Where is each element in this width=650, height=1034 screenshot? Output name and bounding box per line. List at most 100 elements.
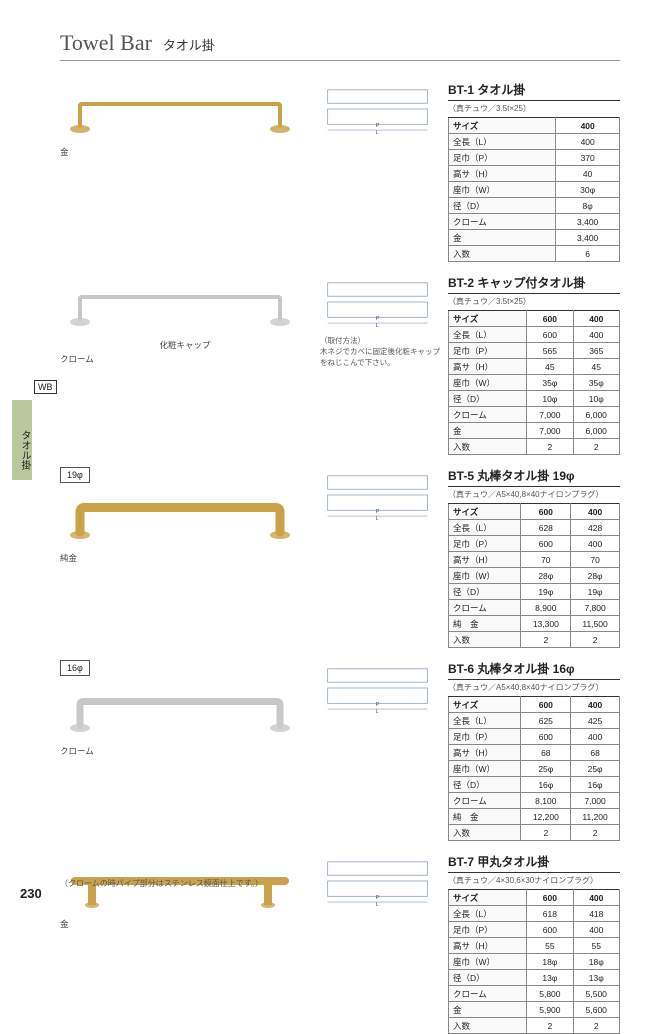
- table-cell: 高サ（H）: [449, 938, 527, 954]
- spec-table: サイズ600400全長（L）625425足巾（P）600400高サ（H）6868…: [448, 696, 620, 841]
- table-cell: 高サ（H）: [449, 166, 556, 182]
- bar-icon: [60, 81, 310, 144]
- price-cell: クローム: [449, 407, 527, 423]
- product-title: BT-1 タオル掛: [448, 81, 620, 101]
- dimension-diagram: L P: [320, 467, 440, 524]
- spec-column: L P BT-7 甲丸タオル掛（真チュウ／4×30,6×30ナイロンプラグ）サイ…: [320, 853, 620, 1034]
- table-cell: 径（D）: [449, 198, 556, 214]
- spec-table: サイズ400全長（L）400足巾（P）370高サ（H）40座巾（W）30φ径（D…: [448, 117, 620, 262]
- product-row: 16φ クローム L P BT-6 丸棒タオル掛 16φ （真チュウ／A5×40,…: [60, 660, 620, 841]
- footnote: （クロームの時パイプ部分はステンレス鏡面仕上です。）: [60, 878, 263, 889]
- product-illustration: 金: [60, 81, 320, 158]
- price-cell: 金: [449, 230, 556, 246]
- qty-cell: 2: [521, 632, 571, 648]
- table-cell: 16φ: [571, 777, 620, 793]
- price-cell: 6,000: [573, 423, 619, 439]
- qty-cell: 入数: [449, 632, 521, 648]
- product-illustration: 金: [60, 853, 320, 930]
- diameter-label: 16φ: [60, 660, 90, 676]
- qty-cell: 2: [527, 439, 573, 455]
- table-cell: 13φ: [573, 970, 619, 986]
- table-cell: 高サ（H）: [449, 359, 527, 375]
- table-header: サイズ: [449, 311, 527, 327]
- table-header: 600: [527, 311, 573, 327]
- table-cell: 高サ（H）: [449, 745, 521, 761]
- product-title: BT-6 丸棒タオル掛 16φ: [448, 660, 620, 680]
- product-illustration: 16φ クローム: [60, 660, 320, 757]
- spec-block: BT-7 甲丸タオル掛（真チュウ／4×30,6×30ナイロンプラグ）サイズ600…: [448, 853, 620, 1034]
- product-illustration: 19φ 純金: [60, 467, 320, 564]
- product-subtitle: （真チュウ／4×30,6×30ナイロンプラグ）: [448, 875, 620, 886]
- table-header: サイズ: [449, 697, 521, 713]
- qty-cell: 2: [521, 825, 571, 841]
- table-cell: 400: [573, 922, 619, 938]
- table-cell: 400: [571, 536, 620, 552]
- table-cell: 400: [573, 327, 619, 343]
- qty-cell: 2: [573, 439, 619, 455]
- table-cell: 足巾（P）: [449, 536, 521, 552]
- table-cell: 55: [573, 938, 619, 954]
- table-header: 400: [573, 890, 619, 906]
- svg-text:P: P: [376, 895, 380, 901]
- table-header: サイズ: [449, 118, 556, 134]
- finish-caption: 金: [60, 918, 310, 930]
- table-cell: 高サ（H）: [449, 552, 521, 568]
- dimension-diagram: L P: [320, 853, 440, 910]
- bar-icon: [60, 487, 310, 550]
- table-cell: 55: [527, 938, 573, 954]
- price-cell: 13,300: [521, 616, 571, 632]
- table-cell: 25φ: [571, 761, 620, 777]
- spec-column: L P BT-1 タオル掛（真チュウ／3.5t×25）サイズ400全長（L）40…: [320, 81, 620, 262]
- table-cell: 座巾（W）: [449, 182, 556, 198]
- spec-block: BT-1 タオル掛（真チュウ／3.5t×25）サイズ400全長（L）400足巾（…: [448, 81, 620, 262]
- price-cell: 8,100: [521, 793, 571, 809]
- table-header: 400: [573, 311, 619, 327]
- spec-column: L P （取付方法） 木ネジでカベに固定後化粧キャップをねじこんで下さい。BT-…: [320, 274, 620, 455]
- table-cell: 425: [571, 713, 620, 729]
- table-cell: 径（D）: [449, 777, 521, 793]
- price-cell: 金: [449, 1002, 527, 1018]
- table-cell: 600: [527, 922, 573, 938]
- qty-cell: 2: [571, 825, 620, 841]
- side-tab: タオル掛: [12, 400, 32, 480]
- price-cell: 7,800: [571, 600, 620, 616]
- price-cell: 純 金: [449, 809, 521, 825]
- spec-column: L P BT-6 丸棒タオル掛 16φ （真チュウ／A5×40,8×40ナイロンプ…: [320, 660, 620, 841]
- product-subtitle: （真チュウ／A5×40,8×40ナイロンプラグ）: [448, 682, 620, 693]
- table-cell: 400: [556, 134, 620, 150]
- page-number: 230: [20, 886, 42, 901]
- price-cell: 純 金: [449, 616, 521, 632]
- price-cell: 7,000: [571, 793, 620, 809]
- table-cell: 625: [521, 713, 571, 729]
- table-cell: 全長（L）: [449, 520, 521, 536]
- page-header: Towel Bar タオル掛: [60, 30, 620, 61]
- qty-cell: 2: [571, 632, 620, 648]
- table-cell: 10φ: [527, 391, 573, 407]
- finish-caption: クローム: [60, 353, 310, 365]
- table-cell: 418: [573, 906, 619, 922]
- svg-text:L: L: [376, 130, 379, 136]
- price-cell: 5,600: [573, 1002, 619, 1018]
- table-cell: 18φ: [527, 954, 573, 970]
- spec-block: BT-6 丸棒タオル掛 16φ （真チュウ／A5×40,8×40ナイロンプラグ） サ…: [448, 660, 620, 841]
- header-jp: タオル掛: [163, 38, 215, 53]
- table-cell: 40: [556, 166, 620, 182]
- price-cell: クローム: [449, 600, 521, 616]
- qty-cell: 入数: [449, 439, 527, 455]
- price-cell: 5,500: [573, 986, 619, 1002]
- qty-cell: 2: [527, 1018, 573, 1034]
- price-cell: 5,800: [527, 986, 573, 1002]
- table-cell: 18φ: [573, 954, 619, 970]
- product-title: BT-5 丸棒タオル掛 19φ: [448, 467, 620, 487]
- table-cell: 600: [521, 729, 571, 745]
- product-row: 19φ 純金 L P BT-5 丸棒タオル掛 19φ（真チュウ／A5×40,8×…: [60, 467, 620, 648]
- table-cell: 628: [521, 520, 571, 536]
- table-cell: 365: [573, 343, 619, 359]
- table-cell: 45: [527, 359, 573, 375]
- table-cell: 35φ: [573, 375, 619, 391]
- table-cell: 足巾（P）: [449, 343, 527, 359]
- dimension-diagram: L P: [320, 81, 440, 138]
- svg-text:P: P: [376, 702, 380, 708]
- dimension-diagram: L P: [320, 660, 440, 717]
- qty-cell: 2: [573, 1018, 619, 1034]
